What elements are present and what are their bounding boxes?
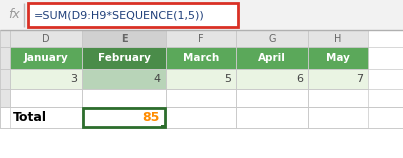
Bar bbox=[236, 89, 308, 107]
Text: 4: 4 bbox=[154, 74, 161, 84]
Bar bbox=[82, 47, 166, 69]
Text: G: G bbox=[268, 33, 276, 43]
Text: F: F bbox=[198, 33, 204, 43]
Text: 85: 85 bbox=[143, 111, 160, 124]
Bar bbox=[0, 0, 403, 30]
Bar bbox=[166, 47, 236, 69]
Bar bbox=[82, 107, 166, 128]
Text: H: H bbox=[334, 33, 342, 43]
Bar bbox=[83, 108, 165, 127]
Bar bbox=[0, 107, 403, 128]
Bar bbox=[236, 69, 308, 89]
Bar bbox=[0, 47, 10, 69]
Text: Total: Total bbox=[13, 111, 47, 124]
Bar bbox=[308, 30, 368, 47]
Text: fx: fx bbox=[8, 9, 20, 21]
Bar bbox=[10, 69, 82, 89]
Bar bbox=[308, 89, 368, 107]
Text: 5: 5 bbox=[224, 74, 231, 84]
Bar bbox=[161, 125, 166, 128]
Text: 3: 3 bbox=[70, 74, 77, 84]
Bar bbox=[10, 89, 82, 107]
Bar bbox=[82, 69, 166, 89]
Bar bbox=[236, 107, 308, 128]
Text: March: March bbox=[183, 53, 219, 63]
Bar bbox=[0, 89, 10, 107]
Bar bbox=[308, 69, 368, 89]
Text: May: May bbox=[326, 53, 350, 63]
Text: April: April bbox=[258, 53, 286, 63]
Bar bbox=[82, 30, 166, 47]
Bar bbox=[308, 47, 368, 69]
Bar bbox=[10, 47, 82, 69]
Bar bbox=[0, 69, 10, 89]
Bar bbox=[236, 47, 308, 69]
Bar bbox=[166, 69, 236, 89]
Bar bbox=[166, 107, 236, 128]
Bar bbox=[166, 30, 236, 47]
Text: February: February bbox=[98, 53, 150, 63]
Bar bbox=[0, 30, 10, 47]
Text: January: January bbox=[24, 53, 69, 63]
Text: 6: 6 bbox=[296, 74, 303, 84]
Text: =SUM(D9:H9*SEQUENCE(1,5)): =SUM(D9:H9*SEQUENCE(1,5)) bbox=[34, 10, 205, 20]
Bar bbox=[308, 107, 368, 128]
Text: 7: 7 bbox=[356, 74, 363, 84]
Bar bbox=[166, 89, 236, 107]
Bar bbox=[0, 107, 82, 128]
Text: D: D bbox=[42, 33, 50, 43]
Bar bbox=[236, 30, 308, 47]
Bar bbox=[10, 30, 82, 47]
Bar bbox=[28, 3, 238, 27]
Text: E: E bbox=[120, 33, 127, 43]
Bar bbox=[82, 89, 166, 107]
